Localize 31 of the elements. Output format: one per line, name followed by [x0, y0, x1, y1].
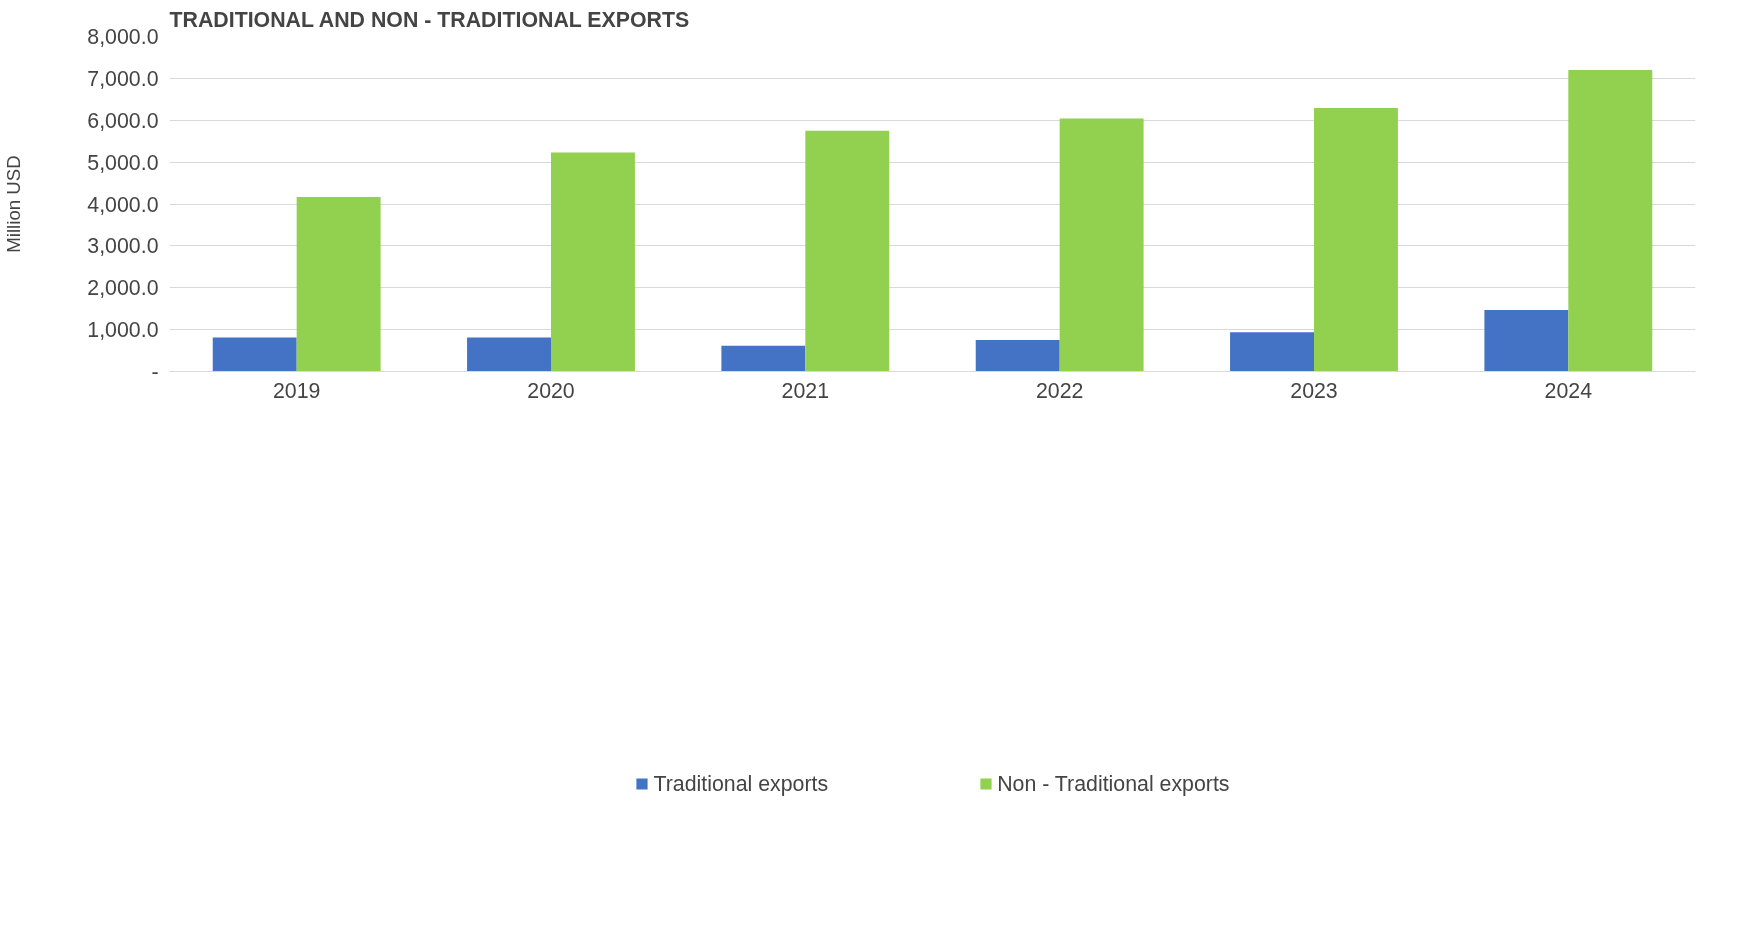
bar — [1568, 70, 1653, 372]
bar — [551, 152, 635, 372]
y-tick-label: 4,000.0 — [87, 192, 159, 217]
y-tick-label: 1,000.0 — [87, 318, 159, 343]
y-tick-label: 2,000.0 — [87, 276, 159, 301]
x-tick-label: 2019 — [272, 378, 321, 403]
y-tick-label: 3,000.0 — [87, 234, 159, 259]
bar — [1059, 118, 1144, 372]
x-tick-label: 2020 — [527, 378, 575, 403]
x-tick-label: 2022 — [1035, 378, 1084, 403]
y-axis-title: Million USD — [3, 155, 25, 253]
bar — [467, 337, 551, 372]
bar — [1230, 332, 1314, 372]
bar — [1314, 108, 1398, 372]
chart-title: TRADITIONAL AND NON - TRADITIONAL EXPORTS — [169, 7, 690, 32]
bar — [1484, 309, 1569, 372]
y-tick-label: 7,000.0 — [87, 66, 159, 91]
bar — [296, 196, 381, 372]
x-tick-label: 2021 — [781, 378, 830, 403]
y-tick-label: 6,000.0 — [87, 108, 159, 133]
bar — [212, 337, 297, 372]
bar — [721, 345, 806, 372]
bar — [975, 339, 1060, 372]
y-tick-label: 5,000.0 — [87, 150, 159, 175]
legend-label: Traditional exports — [653, 771, 829, 797]
legend-label: Non - Traditional exports — [997, 771, 1230, 797]
y-tick-label: 8,000.0 — [87, 25, 159, 49]
x-tick-label: 2023 — [1290, 378, 1338, 403]
bar — [805, 130, 890, 372]
x-tick-label: 2024 — [1544, 378, 1593, 403]
y-tick-label: - — [151, 360, 159, 384]
